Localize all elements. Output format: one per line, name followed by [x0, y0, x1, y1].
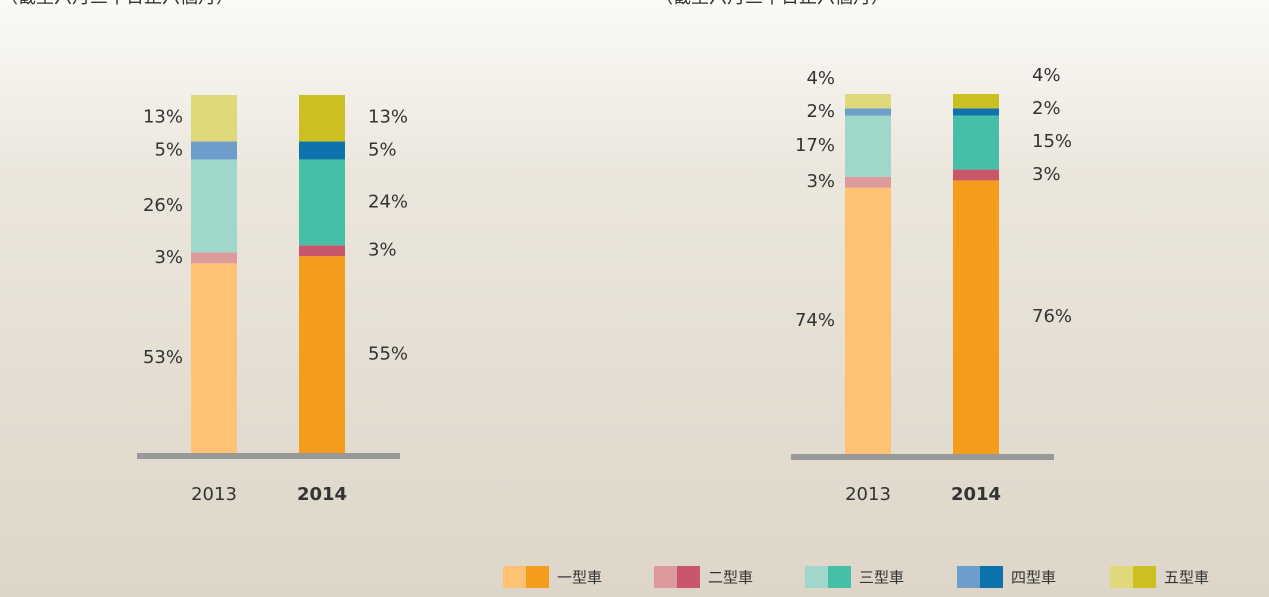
bar-segment	[299, 142, 345, 160]
data-label: 3%	[368, 240, 397, 261]
bar-segment	[953, 108, 999, 115]
data-label: 76%	[1032, 306, 1072, 327]
x-tick-label: 2013	[191, 484, 237, 505]
legend-swatch	[654, 566, 677, 588]
legend-swatch	[1110, 566, 1133, 588]
bar-segment	[845, 108, 891, 115]
data-label: 4%	[1032, 65, 1061, 86]
bar-segment	[191, 159, 237, 252]
bar-segment	[299, 256, 345, 453]
data-label: 26%	[143, 195, 183, 216]
bar-segment	[191, 95, 237, 142]
data-label: 3%	[806, 171, 835, 192]
background	[0, 0, 1269, 597]
bar-segment	[845, 188, 891, 454]
data-label: 15%	[1032, 131, 1072, 152]
data-label: 3%	[154, 247, 183, 268]
data-label: 4%	[806, 68, 835, 89]
data-label: 24%	[368, 191, 408, 212]
data-label: 17%	[795, 135, 835, 156]
data-label: 5%	[368, 139, 397, 160]
chart: （截至六月三十日止六個月） 2013 53% 3% 26% 5% 13% 2014 55% 3% 2…	[0, 0, 1269, 597]
legend-swatch	[677, 566, 700, 588]
bar-segment	[191, 142, 237, 160]
data-label: 55%	[368, 344, 408, 365]
subtitle: （截至六月三十日止六個月）	[0, 0, 234, 8]
baseline	[791, 454, 1054, 460]
data-label: 2%	[1032, 98, 1061, 119]
data-label: 53%	[143, 347, 183, 368]
data-label: 13%	[143, 106, 183, 127]
bar-segment	[845, 94, 891, 108]
legend-swatch	[1133, 566, 1156, 588]
legend-label: 一型車	[557, 569, 602, 587]
bar-segment	[299, 245, 345, 256]
data-label: 5%	[154, 139, 183, 160]
x-tick-label: 2013	[845, 484, 891, 505]
x-tick-label: 2014	[951, 484, 1001, 505]
x-tick-label: 2014	[297, 484, 347, 505]
bar-segment	[953, 170, 999, 181]
legend-label: 五型車	[1164, 569, 1209, 587]
bar-segment	[191, 253, 237, 264]
page: （截至六月三十日止六個月） 2013 53% 3% 26% 5% 13% 2014 55% 3% 2…	[0, 0, 1269, 597]
legend-swatch	[805, 566, 828, 588]
data-label: 3%	[1032, 164, 1061, 185]
bar-segment	[953, 116, 999, 170]
legend-label: 三型車	[859, 569, 904, 587]
baseline	[137, 453, 400, 459]
legend-swatch	[980, 566, 1003, 588]
data-label: 2%	[806, 101, 835, 122]
subtitle: （截至六月三十日止六個月）	[655, 0, 889, 8]
data-label: 13%	[368, 106, 408, 127]
bar-segment	[953, 180, 999, 454]
legend-swatch	[957, 566, 980, 588]
legend-label: 四型車	[1011, 569, 1056, 587]
bar-segment	[953, 94, 999, 108]
legend-label: 二型車	[708, 569, 753, 587]
legend-swatch	[828, 566, 851, 588]
bar-segment	[191, 263, 237, 453]
bar-segment	[299, 95, 345, 142]
legend-swatch	[526, 566, 549, 588]
legend-swatch	[503, 566, 526, 588]
bar-segment	[845, 116, 891, 177]
bar-segment	[299, 159, 345, 245]
bar-segment	[845, 177, 891, 188]
data-label: 74%	[795, 310, 835, 331]
